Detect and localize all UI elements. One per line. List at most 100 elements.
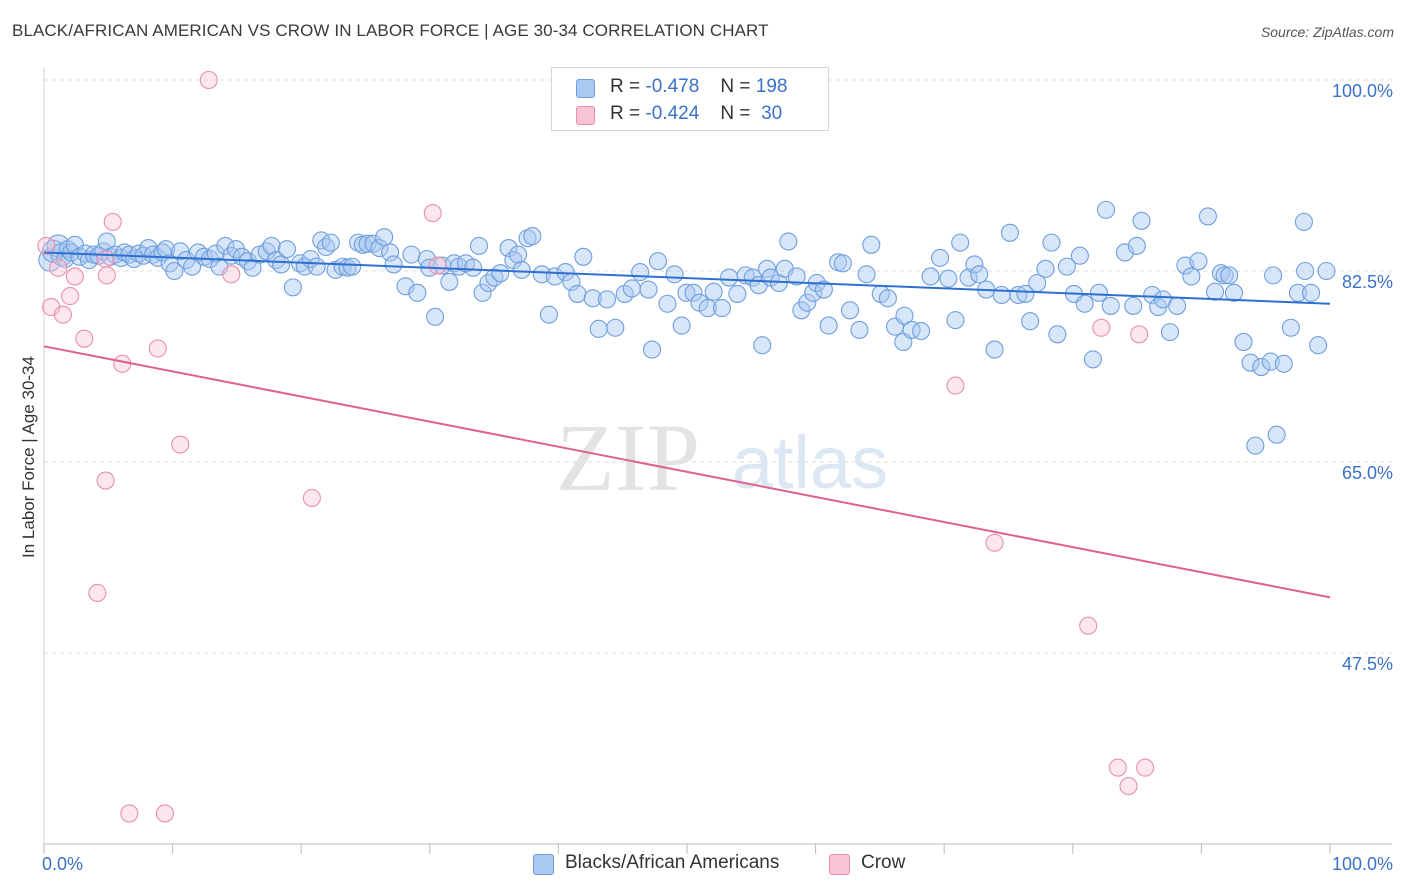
point-blacks <box>840 301 860 320</box>
point-crow <box>113 354 132 373</box>
point-crow <box>155 804 174 823</box>
point-blacks <box>509 245 528 264</box>
point-crow <box>120 804 139 823</box>
point-blacks <box>307 257 326 276</box>
point-blacks <box>804 283 823 302</box>
y-tick-label: 65.0% <box>1342 463 1393 483</box>
y-axis-label: In Labor Force | Age 30-34 <box>19 356 38 558</box>
point-blacks <box>574 247 593 266</box>
point-blacks <box>921 267 940 286</box>
point-crow <box>53 305 73 324</box>
trend-line-blacks <box>43 251 1331 305</box>
point-crow <box>96 249 115 269</box>
point-blacks <box>469 236 489 255</box>
legend-n-value: 198 <box>755 76 788 97</box>
point-crow <box>97 266 116 285</box>
x-tick-labels: 0.0% 100.0% <box>42 854 1393 874</box>
point-blacks <box>171 242 190 261</box>
point-blacks <box>1224 283 1244 302</box>
point-crow <box>148 339 167 358</box>
point-blacks <box>1252 357 1271 377</box>
x-tick-label: 100.0% <box>1332 854 1393 874</box>
point-blacks <box>648 252 668 271</box>
point-blacks <box>518 229 537 248</box>
point-blacks <box>946 311 965 330</box>
chart-title: BLACK/AFRICAN AMERICAN VS CROW IN LABOR … <box>12 21 769 40</box>
point-blacks <box>779 232 798 251</box>
point-blacks <box>1267 425 1286 444</box>
point-blacks <box>862 235 881 254</box>
point-blacks <box>850 320 869 339</box>
point-blacks <box>262 236 281 255</box>
point-blacks <box>375 228 394 247</box>
point-blacks <box>1016 284 1035 303</box>
point-blacks <box>381 243 400 262</box>
legend-row-blacks: R = -0.478 N = 198 <box>552 74 828 100</box>
point-crow <box>171 435 190 454</box>
bottom-legend-label-crow: Crow <box>861 852 906 873</box>
point-blacks <box>370 239 389 258</box>
point-blacks <box>464 258 483 277</box>
legend-n-value: 30 <box>761 103 783 124</box>
point-blacks <box>583 289 602 308</box>
point-blacks <box>1301 283 1321 302</box>
point-blacks <box>833 254 852 273</box>
point-crow <box>946 376 965 395</box>
point-blacks <box>939 269 958 288</box>
point-blacks <box>672 316 691 335</box>
y-tick-label: 82.5% <box>1342 272 1393 292</box>
point-blacks <box>321 233 340 252</box>
legend-r-label: R = <box>610 76 641 97</box>
point-blacks <box>639 280 658 299</box>
point-blacks <box>992 285 1011 305</box>
legend-r-value: -0.478 <box>645 76 700 97</box>
point-blacks <box>1296 261 1315 281</box>
point-blacks <box>753 336 772 355</box>
point-blacks <box>1274 354 1293 373</box>
point-crow <box>1092 318 1111 337</box>
y-tick-labels: 47.5% 65.0% 82.5% 100.0% <box>1332 81 1393 674</box>
point-blacks <box>426 307 445 326</box>
point-blacks <box>684 283 703 302</box>
point-blacks <box>1220 266 1239 285</box>
point-crow <box>199 70 218 90</box>
point-blacks <box>798 293 817 312</box>
point-blacks <box>878 289 897 308</box>
point-blacks <box>1000 223 1020 242</box>
point-blacks <box>1057 257 1076 276</box>
bottom-legend-swatch-crow <box>829 854 850 875</box>
point-blacks <box>1294 212 1313 231</box>
source-credit: Source: ZipAtlas.com <box>1260 24 1394 40</box>
point-blacks <box>440 272 459 291</box>
point-blacks <box>1168 296 1187 315</box>
point-blacks <box>1042 233 1061 252</box>
trend-line-crow <box>43 345 1331 599</box>
point-blacks <box>665 265 684 284</box>
legend-row-crow: R = -0.424 N = 30 <box>552 101 828 127</box>
point-crow <box>103 212 122 231</box>
point-blacks <box>358 234 377 253</box>
point-blacks <box>1036 259 1055 278</box>
point-crow <box>1130 325 1149 344</box>
point-blacks <box>895 306 914 325</box>
legend-stats-blacks: R = -0.478 N = 198 <box>610 76 787 98</box>
point-blacks <box>819 316 838 335</box>
point-crow <box>96 471 115 490</box>
grid-lines <box>44 79 1392 654</box>
point-blacks <box>491 264 510 283</box>
point-blacks <box>1246 436 1265 455</box>
point-blacks <box>1101 296 1120 315</box>
legend-stats-crow: R = -0.424 N = 30 <box>610 103 782 125</box>
point-blacks <box>1115 243 1135 262</box>
point-blacks <box>343 257 362 276</box>
point-blacks <box>589 319 608 338</box>
point-blacks <box>728 284 747 303</box>
point-blacks <box>970 265 989 284</box>
trend-lines <box>43 251 1331 599</box>
point-blacks <box>1241 353 1260 372</box>
point-blacks <box>216 236 235 255</box>
point-blacks <box>1021 312 1040 331</box>
point-blacks <box>912 321 931 341</box>
point-blacks <box>1234 332 1253 351</box>
